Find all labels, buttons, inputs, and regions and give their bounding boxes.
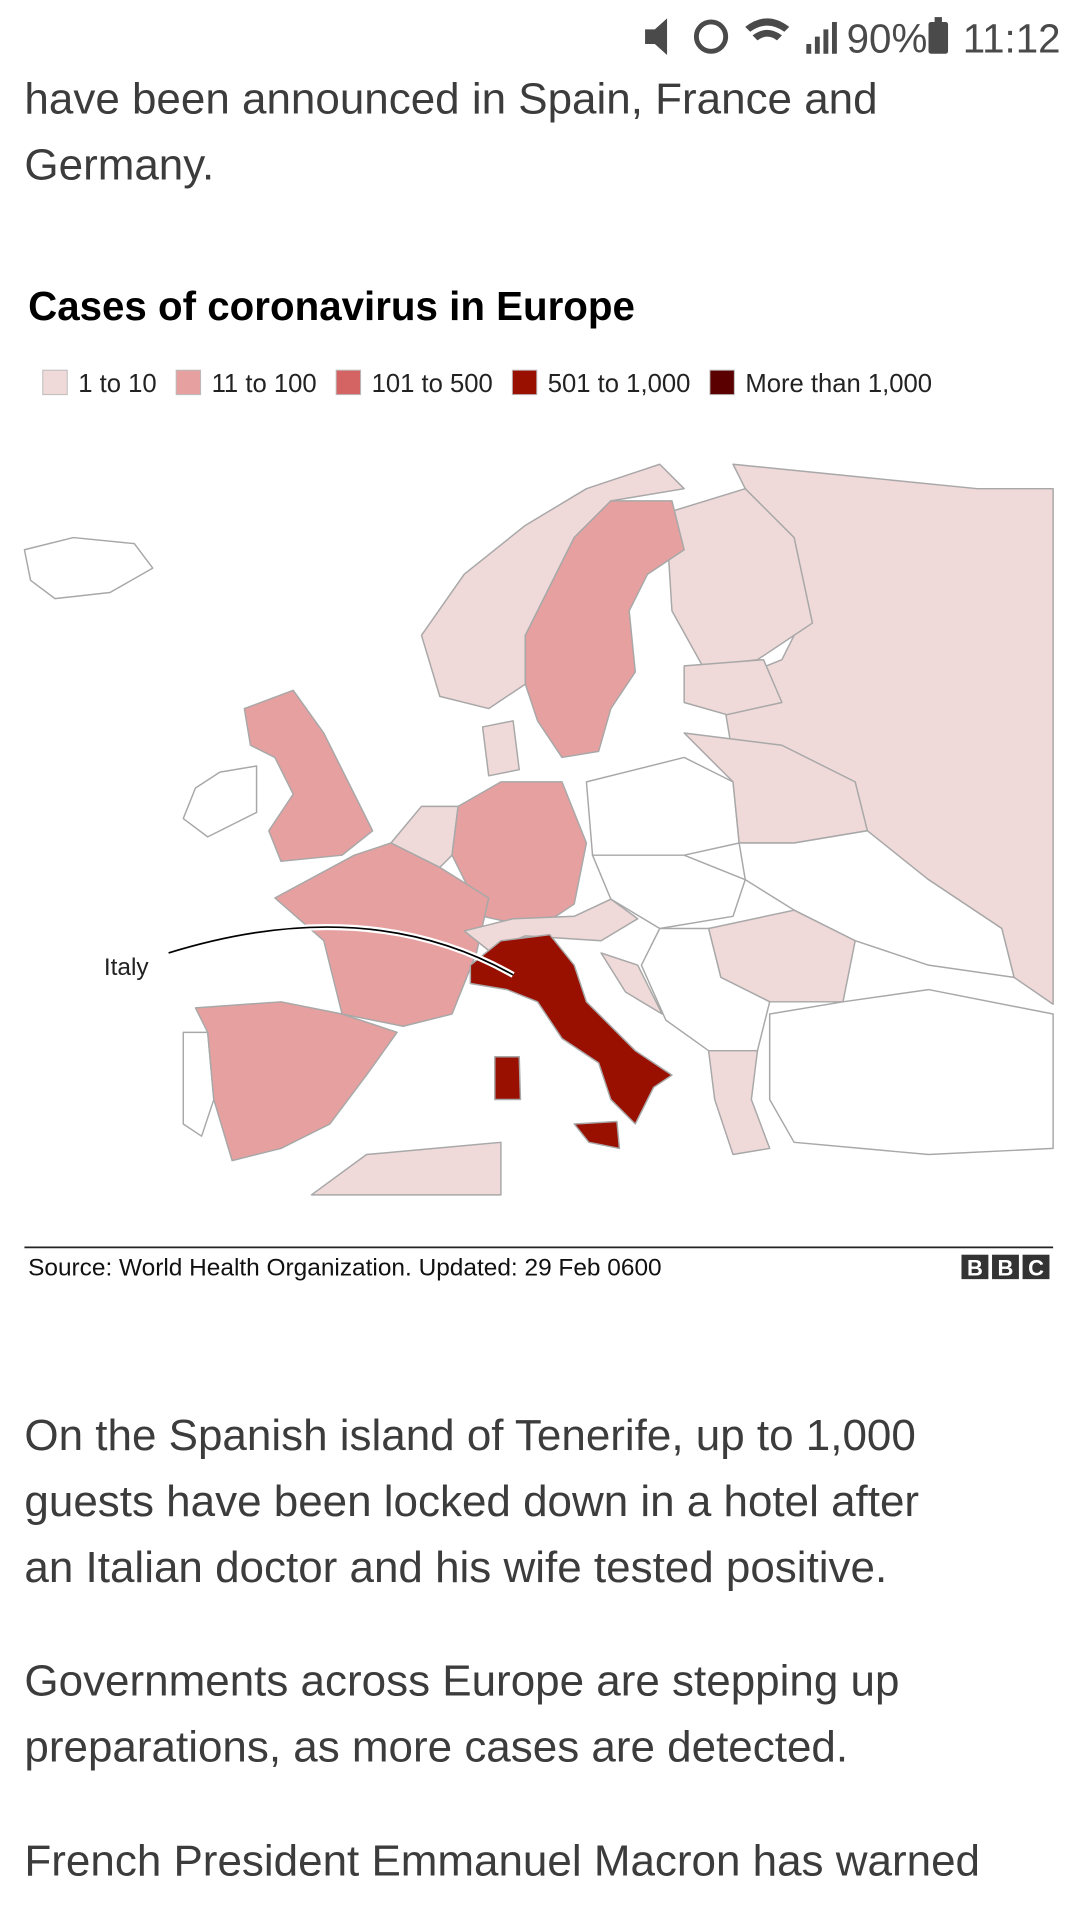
italy	[469, 933, 673, 1125]
article-line: Germany.	[24, 141, 214, 190]
denmark	[481, 720, 520, 777]
alarm-icon	[693, 19, 729, 54]
legend-swatch	[335, 369, 362, 396]
battery-text: 90%	[847, 17, 928, 62]
legend-swatch	[42, 369, 68, 396]
central-europe	[591, 854, 746, 930]
article-line: guests have been locked down in a hotel …	[24, 1477, 919, 1526]
iceland	[23, 536, 154, 600]
mute-icon	[645, 18, 668, 55]
ireland	[182, 765, 258, 838]
turkey	[768, 988, 1054, 1156]
article-line: preparations, as more cases are detected…	[24, 1723, 848, 1772]
logo-letter: B	[967, 1255, 983, 1280]
legend: 1 to 10 11 to 100 101 to 500 501 to 1,000 Mo…	[42, 369, 932, 398]
signal-icon	[806, 21, 837, 54]
ukraine	[738, 830, 1015, 979]
france	[274, 842, 490, 1027]
sicily	[573, 1120, 621, 1150]
source: Source: World Health Organization. Updat…	[28, 1254, 662, 1281]
sweden	[524, 500, 685, 759]
spain	[194, 1001, 398, 1162]
legend-label: More than 1,000	[745, 370, 932, 398]
article-line: Governments across Europe are stepping u…	[24, 1657, 899, 1706]
legend-label: 101 to 500	[372, 370, 493, 398]
poland	[585, 756, 740, 856]
legend-swatch	[709, 369, 735, 396]
sardinia	[494, 1056, 522, 1101]
croatia	[600, 952, 663, 1015]
baltics	[683, 658, 783, 716]
logo-box	[992, 1254, 1019, 1280]
annotation-line	[168, 926, 514, 976]
clock: 11:12	[963, 17, 1061, 62]
united-kingdom	[243, 689, 374, 863]
germany	[451, 781, 588, 930]
legend-label: 501 to 1,000	[548, 370, 691, 398]
map-annotation: Italy	[104, 954, 150, 981]
logo-box	[961, 1254, 989, 1280]
article-body: On the Spanish island of Tenerife, up to…	[24, 1411, 980, 1885]
article-line: an Italian doctor and his wife tested po…	[24, 1543, 887, 1592]
logo-letter: C	[1028, 1255, 1044, 1280]
algeria	[310, 1141, 502, 1196]
map	[23, 463, 1054, 1196]
map-title: Cases of coronavirus in Europe	[28, 284, 635, 329]
article-line: have been announced in Spain, France and	[24, 75, 877, 124]
article-line: On the Spanish island of Tenerife, up to…	[24, 1411, 915, 1460]
article-line: French President Emmanuel Macron has war…	[24, 1836, 980, 1885]
logo-letter: B	[998, 1255, 1014, 1280]
legend-label: 1 to 10	[78, 370, 156, 398]
legend-label: 11 to 100	[212, 370, 317, 398]
legend-swatch	[175, 369, 202, 396]
wifi-icon	[745, 18, 790, 41]
logo-box	[1022, 1254, 1050, 1280]
status-icons	[645, 17, 949, 55]
portugal	[182, 1031, 215, 1137]
battery-icon	[928, 21, 949, 54]
finland	[665, 487, 814, 667]
greece	[707, 1049, 771, 1156]
legend-swatch	[511, 369, 538, 396]
battery-cap	[934, 17, 942, 24]
